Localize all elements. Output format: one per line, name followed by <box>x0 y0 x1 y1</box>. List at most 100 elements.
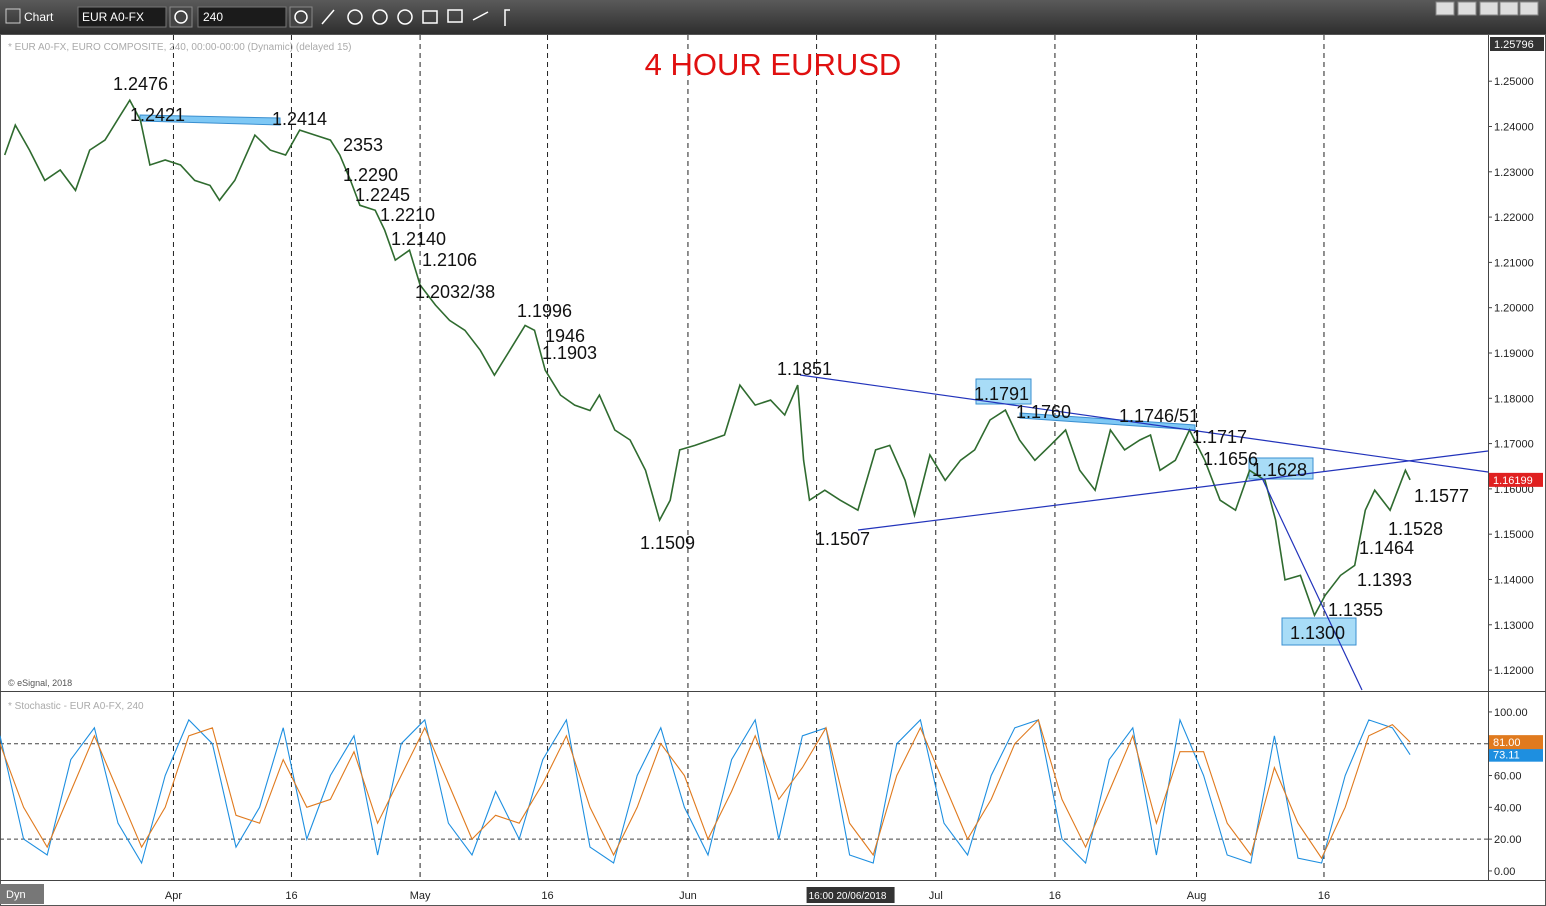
interval-box[interactable] <box>197 6 287 28</box>
label-box <box>1281 617 1357 646</box>
y-tick-label: 60.00 <box>1494 771 1522 783</box>
y-tick-label: 1.15000 <box>1494 529 1534 541</box>
price-annotation: 1.1996 <box>517 301 572 321</box>
maximize-button[interactable] <box>1499 1 1519 16</box>
price-annotation: 1.2245 <box>355 185 410 205</box>
last-value-label: 81.00 <box>1493 737 1521 749</box>
y-tick-label: 0.00 <box>1494 866 1515 878</box>
twitter-tool[interactable] <box>472 11 489 21</box>
link-tool[interactable] <box>422 10 438 24</box>
label-box <box>1248 457 1314 480</box>
dyn-box[interactable] <box>0 884 44 904</box>
crosshair-time-box <box>806 887 895 903</box>
symbol[interactable]: EUR A0-FX <box>82 10 144 24</box>
price-annotation: 1.1464 <box>1359 538 1414 558</box>
last-value-box <box>1489 735 1543 750</box>
price-annotation: 1.1903 <box>542 343 597 363</box>
price-annotation: 1.1851 <box>777 359 832 379</box>
trendlines <box>799 374 1489 691</box>
trendline <box>857 450 1489 531</box>
y-tick-label: 1.22000 <box>1494 212 1534 224</box>
price-annotation: 1.2032/38 <box>415 282 495 302</box>
chat-tool[interactable] <box>447 9 463 23</box>
close-button[interactable] <box>1519 1 1539 16</box>
price-annotation: 1.2140 <box>391 229 446 249</box>
chart-info: * EUR A0-FX, EURO COMPOSITE, 240, 00:00-… <box>8 42 351 53</box>
y-tick-label: 1.13000 <box>1494 620 1534 632</box>
tool-icons <box>321 9 510 26</box>
play-tool[interactable] <box>372 9 388 25</box>
price-annotation: 1.1717 <box>1192 427 1247 447</box>
y-tick-label: 1.19000 <box>1494 348 1534 360</box>
time-button[interactable] <box>289 6 313 28</box>
x-tick-label: May <box>410 890 431 902</box>
price-annotation: 1.1507 <box>815 529 870 549</box>
x-tick-label: Apr <box>165 890 182 902</box>
last-value-box <box>1489 747 1543 762</box>
price-annotation: 1.1393 <box>1357 570 1412 590</box>
x-tick-label: 16 <box>285 890 297 902</box>
price-annotation: 1.2106 <box>422 250 477 270</box>
x-tick-label: 16 <box>1049 890 1061 902</box>
interval[interactable]: 240 <box>203 10 223 24</box>
price-annotation: 1.1509 <box>640 533 695 553</box>
x-tick-label: 16 <box>1318 890 1330 902</box>
draw-tool[interactable] <box>321 9 335 25</box>
plot <box>0 98 1411 865</box>
y-tick-label: 1.12000 <box>1494 665 1534 677</box>
y-tick-label: 1.24000 <box>1494 122 1534 134</box>
trendline <box>799 374 1489 473</box>
gear-icon <box>174 10 188 24</box>
price-annotation: 1.1300 <box>1290 623 1345 643</box>
price-annotation: 1.1628 <box>1252 460 1307 480</box>
dyn-label[interactable]: Dyn <box>6 889 26 901</box>
price-annotation: 1.2414 <box>272 109 327 129</box>
pin-button[interactable] <box>1457 1 1477 16</box>
price-annotation: 1.1760 <box>1016 402 1071 422</box>
y-tick-label: 1.25000 <box>1494 76 1534 88</box>
crosshair-time: 16:00 20/06/2018 <box>809 891 887 902</box>
y-tick-label: 1.20000 <box>1494 303 1534 315</box>
alert-tool[interactable] <box>397 9 413 25</box>
x-tick-label: Jun <box>679 890 697 902</box>
crosshair-price-box <box>1490 37 1544 51</box>
y-tick-label: 20.00 <box>1494 834 1522 846</box>
y-tick-label: 1.14000 <box>1494 574 1534 586</box>
series-line <box>3 98 1411 618</box>
y-tick-label: 40.00 <box>1494 802 1522 814</box>
y-tick-label: 1.23000 <box>1494 167 1534 179</box>
price-annotation: 1.2476 <box>113 74 168 94</box>
price-annotation: 1.1746/51 <box>1119 406 1199 426</box>
y-tick-label: 1.21000 <box>1494 257 1534 269</box>
price-annotation: 1946 <box>545 326 585 346</box>
symbol-box[interactable] <box>77 6 167 28</box>
facebook-tool[interactable] <box>504 9 510 26</box>
y-tick-label: 1.17000 <box>1494 439 1534 451</box>
x-tick-label: 16 <box>541 890 553 902</box>
price-annotation: 1.2210 <box>380 205 435 225</box>
price-annotation: 2353 <box>343 135 383 155</box>
x-tick-label: Jul <box>929 890 943 902</box>
minimize-button[interactable] <box>1479 1 1499 16</box>
x-tick-label: Aug <box>1187 890 1207 902</box>
last-value-label: 1.16199 <box>1493 475 1533 487</box>
trendline <box>1261 477 1363 691</box>
price-annotation: 1.1528 <box>1388 519 1443 539</box>
last-value-label: 73.11 <box>1493 750 1520 762</box>
chart-title: 4 HOUR EURUSD <box>645 47 902 82</box>
credit: © eSignal, 2018 <box>8 678 72 688</box>
zone-band <box>1019 412 1196 431</box>
settings-button[interactable] <box>169 6 193 28</box>
price-annotation: 1.1791 <box>974 384 1029 404</box>
help-button[interactable] <box>1435 1 1455 16</box>
study-tool[interactable] <box>347 9 363 25</box>
price-annotation: 1.2421 <box>130 105 185 125</box>
series-line <box>0 717 1411 865</box>
price-annotation: 1.1355 <box>1328 600 1383 620</box>
y-tick-label: 1.16000 <box>1494 484 1534 496</box>
last-value-box <box>1489 472 1543 487</box>
series-line <box>0 718 1411 860</box>
grid <box>0 35 1492 880</box>
price-annotation: 1.1577 <box>1414 486 1469 506</box>
